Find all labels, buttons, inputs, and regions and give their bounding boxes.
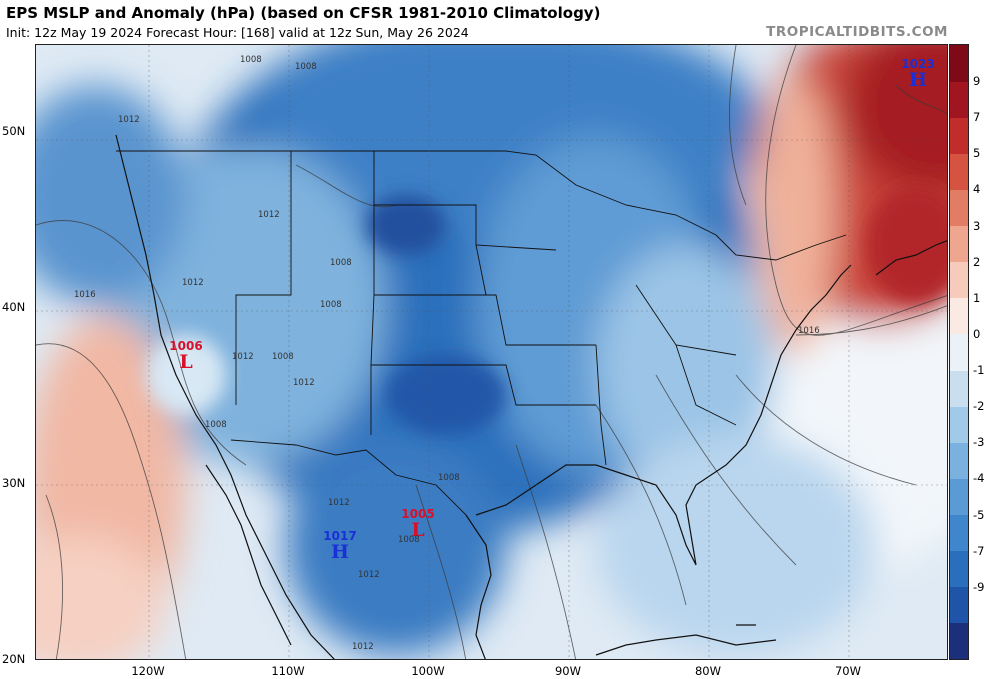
map-title: EPS MSLP and Anomaly (hPa) (based on CFS… xyxy=(6,4,601,22)
high-letter: H xyxy=(331,541,349,563)
low-letter: L xyxy=(411,519,425,541)
colorbar-segment xyxy=(950,189,968,227)
lon-label: 80W xyxy=(694,664,722,678)
coastlines xyxy=(115,134,947,659)
colorbar-segment xyxy=(950,297,968,335)
colorbar-tick-label: -7 xyxy=(973,543,985,558)
isobar-label: 1012 xyxy=(118,115,140,125)
isobar-label: 1008 xyxy=(398,535,420,545)
anomaly-map xyxy=(36,45,947,659)
isobar-label: 1012 xyxy=(258,210,280,220)
high-pressure-marker: 1023 H xyxy=(901,57,935,91)
colorbar-tick-label: -1 xyxy=(973,363,985,378)
anomaly-colorbar xyxy=(949,44,969,660)
pressure-value: 1006 xyxy=(169,339,203,353)
lat-label: 40N xyxy=(2,300,26,314)
isobar-label: 1012 xyxy=(293,378,315,388)
colorbar-tick-label: 4 xyxy=(973,182,981,197)
colorbar-tick-label: 3 xyxy=(973,218,981,233)
high-letter: H xyxy=(909,69,927,91)
colorbar-segment xyxy=(950,370,968,407)
map-subtitle: Init: 12z May 19 2024 Forecast Hour: [16… xyxy=(6,25,469,40)
isobar-label: 1016 xyxy=(798,326,820,336)
lat-label: 30N xyxy=(2,476,26,490)
isobar-label: 1008 xyxy=(295,62,317,72)
isobar-label: 1012 xyxy=(358,570,380,580)
colorbar-segment xyxy=(950,442,968,479)
colorbar-tick-label: -5 xyxy=(973,507,985,522)
isobar-label: 1008 xyxy=(205,420,227,430)
isobar-label: 1008 xyxy=(330,258,352,268)
colorbar-segment xyxy=(950,45,968,82)
isobar-label: 1008 xyxy=(438,473,460,483)
colorbar-tick-label: -9 xyxy=(973,579,985,594)
isobar-label: 1008 xyxy=(272,352,294,362)
anomaly-shading-detail xyxy=(146,185,947,435)
low-letter: L xyxy=(179,351,193,373)
colorbar-tick-label: 2 xyxy=(973,254,981,269)
colorbar-segment xyxy=(950,333,968,371)
colorbar-segment xyxy=(950,117,968,154)
lat-label: 50N xyxy=(2,124,26,138)
lon-label: 70W xyxy=(834,664,862,678)
isobar-label: 1012 xyxy=(352,642,374,652)
colorbar-tick-label: -3 xyxy=(973,435,985,450)
colorbar-segment xyxy=(950,514,968,552)
isobar-label: 1012 xyxy=(232,352,254,362)
colorbar-segment xyxy=(950,406,968,443)
map-panel xyxy=(35,44,948,660)
colorbar-tick-label: 7 xyxy=(973,110,981,125)
isobar-label: 1012 xyxy=(328,498,350,508)
pressure-value: 1005 xyxy=(401,507,435,521)
colorbar-segment xyxy=(950,153,968,190)
lon-label: 90W xyxy=(554,664,582,678)
lon-label: 100W xyxy=(411,664,445,678)
high-pressure-marker: 1017 H xyxy=(323,529,357,563)
isobars xyxy=(36,45,947,659)
low-pressure-marker: 1006 L xyxy=(169,339,203,373)
lat-label: 20N xyxy=(2,652,26,666)
colorbar-segment xyxy=(950,622,968,659)
colorbar-segment xyxy=(950,225,968,263)
isobar-label: 1012 xyxy=(182,278,204,288)
colorbar-tick-label: 5 xyxy=(973,146,981,161)
colorbar-tick-label: -2 xyxy=(973,399,985,414)
colorbar-segment xyxy=(950,550,968,588)
colorbar-tick-label: 9 xyxy=(973,74,981,89)
graticule xyxy=(36,45,947,659)
isobar-label: 1008 xyxy=(320,300,342,310)
pressure-value: 1023 xyxy=(901,57,935,71)
isobar-label: 1008 xyxy=(240,55,262,65)
low-pressure-marker: 1005 L xyxy=(401,507,435,541)
lon-label: 110W xyxy=(271,664,305,678)
pressure-value: 1017 xyxy=(323,529,357,543)
colorbar-segment xyxy=(950,81,968,118)
isobar-label: 1016 xyxy=(74,290,96,300)
colorbar-segment xyxy=(950,261,968,299)
lon-label: 120W xyxy=(131,664,165,678)
colorbar-tick-label: 1 xyxy=(973,290,981,305)
colorbar-segment xyxy=(950,478,968,516)
colorbar-tick-label: 0 xyxy=(973,326,981,341)
colorbar-tick-label: -4 xyxy=(973,471,985,486)
brand-watermark: TROPICALTIDBITS.COM xyxy=(766,24,948,40)
colorbar-segment xyxy=(950,586,968,624)
